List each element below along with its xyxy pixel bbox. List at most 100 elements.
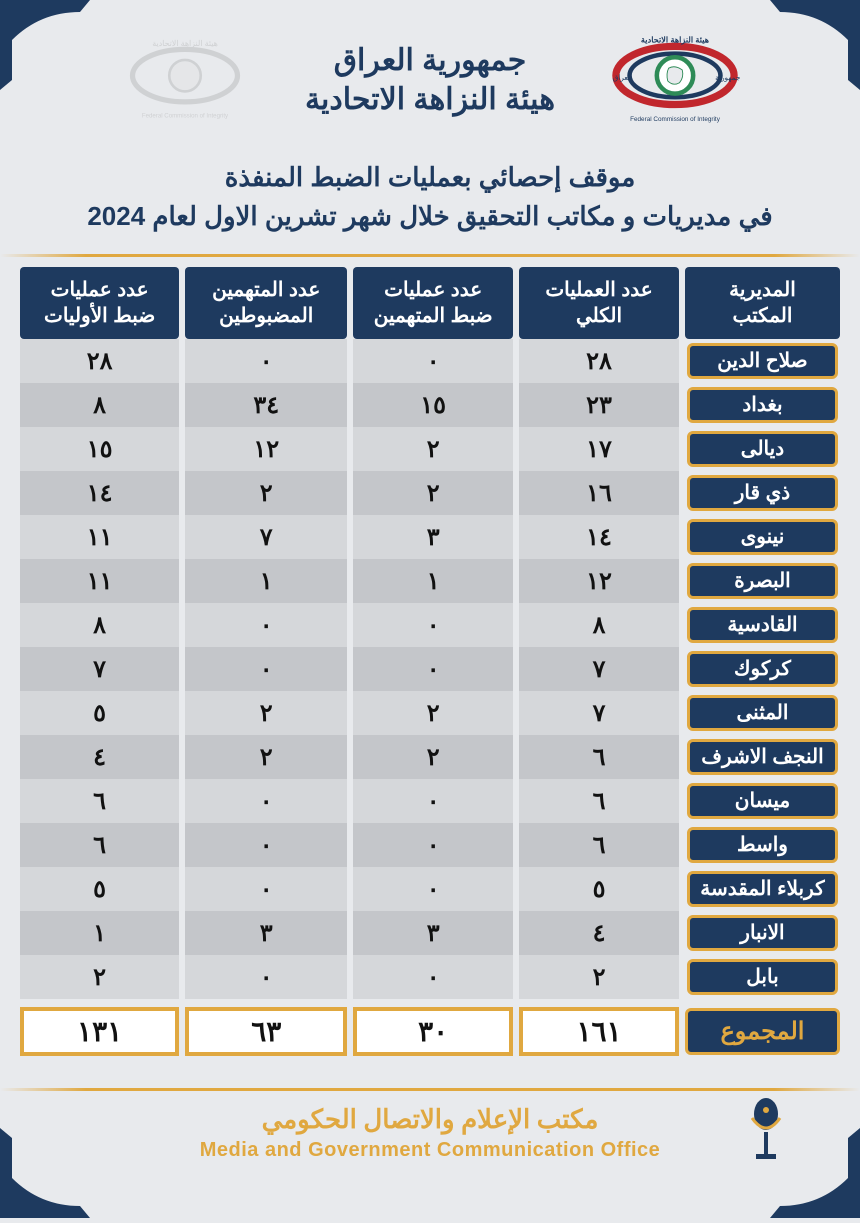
logo-main: هيئة النزاهة الاتحادية Federal Commissio… xyxy=(600,25,750,135)
office-cell: بابل xyxy=(685,955,840,999)
footer-text-en: Media and Government Communication Offic… xyxy=(0,1139,860,1162)
footer-mic-icon xyxy=(742,1096,790,1171)
table-row: كركوك٧٠٠٧ xyxy=(20,647,840,691)
office-badge: بغداد xyxy=(687,387,838,423)
cell-evidence_ops: ٢٨ xyxy=(20,339,179,383)
office-badge: المثنى xyxy=(687,695,838,731)
cell-total_ops: ١٢ xyxy=(519,559,679,603)
divider-bottom xyxy=(0,1088,860,1091)
cell-accused_caught: ٢ xyxy=(185,691,347,735)
table-row: النجف الاشرف٦٢٢٤ xyxy=(20,735,840,779)
cell-accused_ops: ٣ xyxy=(353,911,513,955)
office-badge: صلاح الدين xyxy=(687,343,838,379)
corner-ornament-tr xyxy=(770,0,860,90)
corner-ornament-tl xyxy=(0,0,90,90)
cell-accused_ops: ٢ xyxy=(353,427,513,471)
office-cell: ذي قار xyxy=(685,471,840,515)
office-cell: ميسان xyxy=(685,779,840,823)
office-cell: بغداد xyxy=(685,383,840,427)
cell-accused_caught: ٠ xyxy=(185,867,347,911)
cell-total_ops: ٦ xyxy=(519,779,679,823)
svg-text:Federal Commission of Integrit: Federal Commission of Integrity xyxy=(142,113,229,120)
totals-accused-caught: ٦٣ xyxy=(185,1007,347,1056)
office-badge: كربلاء المقدسة xyxy=(687,871,838,907)
cell-total_ops: ٦ xyxy=(519,735,679,779)
cell-accused_caught: ١ xyxy=(185,559,347,603)
cell-evidence_ops: ١١ xyxy=(20,559,179,603)
table-row: ميسان٦٠٠٦ xyxy=(20,779,840,823)
svg-text:جمهورية: جمهورية xyxy=(715,73,740,82)
cell-evidence_ops: ٦ xyxy=(20,823,179,867)
col-header-accused-ops: عدد عمليات ضبط المتهمين xyxy=(353,267,513,339)
table-row: كربلاء المقدسة٥٠٠٥ xyxy=(20,867,840,911)
cell-accused_caught: ٧ xyxy=(185,515,347,559)
office-cell: الانبار xyxy=(685,911,840,955)
cell-accused_ops: ٢ xyxy=(353,735,513,779)
office-badge: البصرة xyxy=(687,563,838,599)
page-footer: مكتب الإعلام والاتصال الحكومي Media and … xyxy=(0,1076,860,1182)
cell-accused_caught: ٠ xyxy=(185,339,347,383)
office-cell: ديالى xyxy=(685,427,840,471)
svg-text:Federal Commission of Integrit: Federal Commission of Integrity xyxy=(630,116,721,123)
table-row: صلاح الدين٢٨٠٠٢٨ xyxy=(20,339,840,383)
cell-evidence_ops: ١١ xyxy=(20,515,179,559)
cell-total_ops: ١٧ xyxy=(519,427,679,471)
cell-accused_caught: ٢ xyxy=(185,471,347,515)
cell-evidence_ops: ١ xyxy=(20,911,179,955)
cell-evidence_ops: ٦ xyxy=(20,779,179,823)
office-cell: البصرة xyxy=(685,559,840,603)
office-cell: واسط xyxy=(685,823,840,867)
table-row: بغداد٢٣١٥٣٤٨ xyxy=(20,383,840,427)
cell-total_ops: ٤ xyxy=(519,911,679,955)
table-header-row: المديرية المكتب عدد العمليات الكلي عدد ع… xyxy=(20,267,840,339)
report-title-line2: في مديريات و مكاتب التحقيق خلال شهر تشري… xyxy=(40,197,820,236)
cell-accused_caught: ٢ xyxy=(185,735,347,779)
cell-accused_ops: ١ xyxy=(353,559,513,603)
cell-total_ops: ٦ xyxy=(519,823,679,867)
cell-total_ops: ٨ xyxy=(519,603,679,647)
cell-accused_ops: ٣ xyxy=(353,515,513,559)
table-totals-row: المجموع ١٦١ ٣٠ ٦٣ ١٣١ xyxy=(20,999,840,1056)
totals-evidence-ops: ١٣١ xyxy=(20,1007,179,1056)
cell-accused_caught: ٣ xyxy=(185,911,347,955)
cell-evidence_ops: ٥ xyxy=(20,867,179,911)
table-row: القادسية٨٠٠٨ xyxy=(20,603,840,647)
cell-accused_ops: ٢ xyxy=(353,471,513,515)
cell-accused_ops: ٠ xyxy=(353,339,513,383)
table-row: واسط٦٠٠٦ xyxy=(20,823,840,867)
svg-text:هيئة النزاهة الاتحادية: هيئة النزاهة الاتحادية xyxy=(152,39,218,48)
office-badge: ميسان xyxy=(687,783,838,819)
cell-accused_caught: ٣٤ xyxy=(185,383,347,427)
cell-total_ops: ١٤ xyxy=(519,515,679,559)
office-cell: صلاح الدين xyxy=(685,339,840,383)
totals-accused-ops: ٣٠ xyxy=(353,1007,513,1056)
table-row: بابل٢٠٠٢ xyxy=(20,955,840,999)
country-title: جمهورية العراق xyxy=(280,43,580,78)
cell-total_ops: ٥ xyxy=(519,867,679,911)
office-badge: ديالى xyxy=(687,431,838,467)
cell-evidence_ops: ٨ xyxy=(20,383,179,427)
cell-evidence_ops: ١٤ xyxy=(20,471,179,515)
office-badge: النجف الاشرف xyxy=(687,739,838,775)
table-row: ذي قار١٦٢٢١٤ xyxy=(20,471,840,515)
office-cell: كركوك xyxy=(685,647,840,691)
totals-label: المجموع xyxy=(685,1008,840,1055)
totals-total-ops: ١٦١ xyxy=(519,1007,679,1056)
office-badge: كركوك xyxy=(687,651,838,687)
office-badge: نينوى xyxy=(687,519,838,555)
cell-accused_caught: ٠ xyxy=(185,823,347,867)
cell-evidence_ops: ٨ xyxy=(20,603,179,647)
cell-total_ops: ٧ xyxy=(519,691,679,735)
cell-evidence_ops: ١٥ xyxy=(20,427,179,471)
office-badge: بابل xyxy=(687,959,838,995)
report-title-line1: موقف إحصائي بعمليات الضبط المنفذة xyxy=(40,158,820,197)
office-badge: ذي قار xyxy=(687,475,838,511)
cell-accused_ops: ٠ xyxy=(353,867,513,911)
cell-accused_ops: ٠ xyxy=(353,603,513,647)
statistics-table-wrap: المديرية المكتب عدد العمليات الكلي عدد ع… xyxy=(0,257,860,1064)
cell-evidence_ops: ٥ xyxy=(20,691,179,735)
svg-text:العراق: العراق xyxy=(613,73,632,82)
cell-evidence_ops: ٢ xyxy=(20,955,179,999)
office-cell: نينوى xyxy=(685,515,840,559)
office-cell: القادسية xyxy=(685,603,840,647)
